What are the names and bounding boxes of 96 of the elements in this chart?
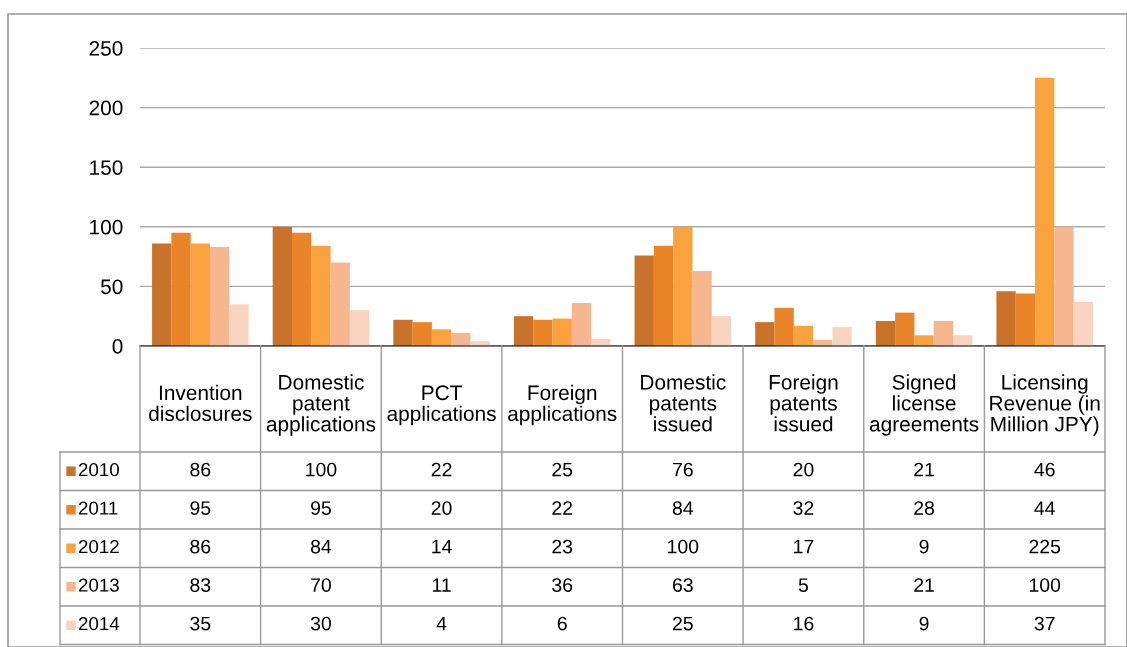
x-tick-label: Signed license agreements xyxy=(869,374,979,436)
y-tick-label: 50 xyxy=(101,279,123,295)
data-label: 4 xyxy=(436,616,447,631)
bar xyxy=(1073,301,1093,346)
data-label: 225 xyxy=(1029,539,1061,554)
bar xyxy=(774,307,794,346)
bar xyxy=(451,332,471,346)
data-label: 84 xyxy=(310,539,332,554)
data-label: 37 xyxy=(1034,616,1055,631)
bar xyxy=(552,318,572,346)
bar xyxy=(393,319,413,346)
y-tick-label: 0 xyxy=(112,339,123,354)
bar xyxy=(895,312,915,346)
bar xyxy=(1035,77,1055,346)
bar xyxy=(1015,293,1036,346)
data-label: 32 xyxy=(793,501,814,515)
data-label: 25 xyxy=(672,616,693,631)
bar xyxy=(190,243,210,346)
data-label: 63 xyxy=(672,578,693,592)
data-label: 84 xyxy=(672,501,694,515)
data-label: 16 xyxy=(794,616,814,631)
bar xyxy=(311,245,331,346)
bar xyxy=(953,335,973,346)
bar xyxy=(330,262,350,346)
data-label: 83 xyxy=(190,578,211,592)
y-tick-label: 150 xyxy=(90,160,123,175)
bar xyxy=(711,316,732,346)
bar xyxy=(291,232,312,346)
data-label: 21 xyxy=(914,462,934,477)
data-label: 20 xyxy=(793,462,814,477)
bar xyxy=(914,335,934,346)
x-tick-label: Licensing Revenue (in Million JPY) xyxy=(990,374,1100,436)
data-label: 44 xyxy=(1034,501,1055,515)
bar xyxy=(692,270,712,346)
bar xyxy=(229,304,249,346)
data-label: 70 xyxy=(311,578,331,592)
legend-label: 2012 xyxy=(78,540,119,554)
data-label: 95 xyxy=(190,501,211,515)
x-tick-label: Domestic patent applications xyxy=(266,374,376,436)
bar xyxy=(793,325,814,346)
x-tick-label: Foreign applications xyxy=(508,384,617,426)
bar xyxy=(933,320,954,346)
data-label: 17 xyxy=(794,539,814,554)
legend-label: 2014 xyxy=(78,617,120,631)
bar xyxy=(1054,226,1074,346)
x-tick-label: Foreign patents issued xyxy=(769,374,838,432)
bar xyxy=(349,310,370,346)
bar xyxy=(152,243,172,346)
data-label: 46 xyxy=(1034,462,1055,477)
bar xyxy=(634,255,654,346)
data-label: 30 xyxy=(310,616,331,631)
data-label: 21 xyxy=(914,578,934,592)
bar xyxy=(513,316,534,346)
bar xyxy=(209,247,230,346)
bar xyxy=(996,291,1016,346)
bar xyxy=(832,326,852,346)
x-tick-label: Domestic patents issued xyxy=(641,374,726,432)
data-label: 14 xyxy=(432,539,452,554)
bar xyxy=(171,232,191,346)
data-label: 22 xyxy=(431,462,452,477)
data-label: 28 xyxy=(914,501,935,515)
bar xyxy=(673,226,693,346)
y-tick-label: 100 xyxy=(90,219,123,235)
data-label: 100 xyxy=(1029,578,1061,592)
legend-label: 2011 xyxy=(78,501,118,515)
bar xyxy=(653,245,674,346)
data-label: 76 xyxy=(673,462,693,477)
data-label: 25 xyxy=(552,462,573,477)
data-label: 86 xyxy=(190,462,211,477)
data-label: 86 xyxy=(190,539,211,554)
data-label: 6 xyxy=(557,616,567,631)
bar xyxy=(412,322,432,346)
legend-label: 2010 xyxy=(78,463,119,477)
y-tick-label: 250 xyxy=(89,41,123,56)
data-label: 11 xyxy=(432,578,451,592)
data-label: 100 xyxy=(668,539,699,554)
bar xyxy=(755,322,775,346)
y-tick-label: 200 xyxy=(89,100,123,116)
bar xyxy=(875,320,896,346)
data-label: 23 xyxy=(552,539,573,554)
bar xyxy=(272,226,292,346)
x-tick-label: PCT applications xyxy=(387,385,496,426)
bar xyxy=(533,319,553,346)
data-label: 5 xyxy=(798,578,809,592)
data-label: 95 xyxy=(311,501,331,515)
legend-label: 2013 xyxy=(78,578,119,592)
data-label: 100 xyxy=(306,462,337,477)
bar xyxy=(571,303,592,346)
data-label: 35 xyxy=(190,616,211,631)
data-label: 36 xyxy=(552,578,573,592)
data-label: 9 xyxy=(919,616,929,631)
data-label: 20 xyxy=(431,501,452,515)
bar xyxy=(431,329,452,346)
data-label: 9 xyxy=(919,539,929,554)
data-label: 22 xyxy=(552,501,573,515)
x-tick-label: Invention disclosures xyxy=(149,384,252,422)
